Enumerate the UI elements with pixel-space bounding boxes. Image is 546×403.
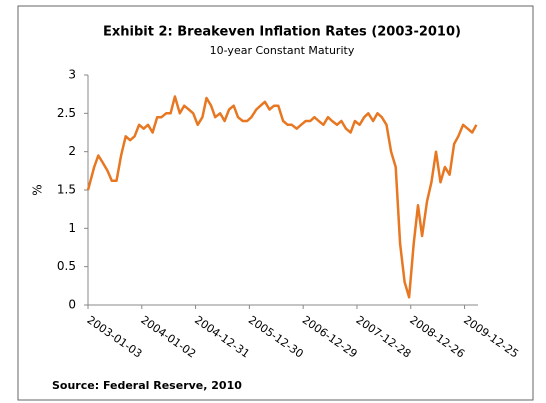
y-tick-label: 2 — [68, 144, 76, 158]
y-tick-label: 2.5 — [57, 106, 76, 120]
y-tick-label: 1 — [68, 221, 76, 235]
y-axis-label: % — [31, 184, 45, 195]
source-note: Source: Federal Reserve, 2010 — [52, 379, 242, 392]
y-tick-label: 3 — [68, 68, 76, 82]
y-tick-label: 0 — [68, 298, 76, 312]
chart-frame — [17, 5, 534, 401]
chart-subtitle: 10-year Constant Maturity — [210, 44, 355, 57]
y-tick-label: 1.5 — [57, 183, 76, 197]
line-series — [86, 95, 478, 299]
y-tick-label: 0.5 — [57, 259, 76, 273]
chart-title: Exhibit 2: Breakeven Inflation Rates (20… — [103, 25, 461, 40]
